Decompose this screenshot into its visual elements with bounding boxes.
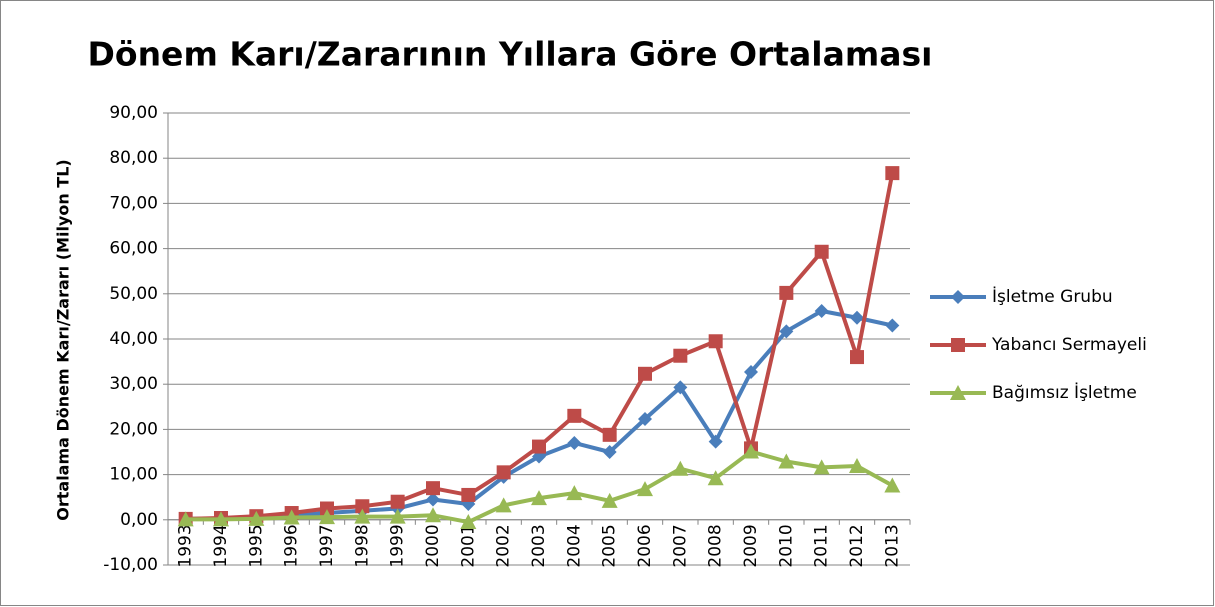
data-point (602, 427, 617, 442)
data-point (532, 439, 546, 454)
data-point (708, 334, 723, 349)
data-point (638, 412, 652, 427)
x-tick-label: 2008 (706, 524, 726, 567)
y-tick-label: 20,00 (109, 419, 158, 439)
data-point (319, 509, 335, 525)
data-point (248, 510, 265, 526)
data-point (850, 350, 864, 365)
data-point (425, 507, 441, 523)
data-point (390, 494, 405, 509)
data-point (566, 485, 583, 501)
y-tick-label: 90,00 (109, 103, 158, 123)
x-tick-label: 1994 (211, 524, 231, 567)
data-point (885, 318, 900, 333)
legend-marker (950, 385, 966, 400)
data-point (814, 244, 829, 259)
chart-title: Dönem Karı/Zararının Yıllara Göre Ortala… (88, 35, 933, 74)
data-point (850, 310, 864, 325)
y-tick-label: 0,00 (120, 510, 158, 530)
data-point (708, 434, 723, 449)
x-tick-label: 2009 (741, 524, 761, 567)
data-point (389, 508, 406, 524)
y-tick-label: 40,00 (109, 329, 158, 349)
x-tick-label: 2004 (564, 524, 584, 567)
x-tick-label: 1995 (246, 524, 266, 567)
data-point (672, 460, 689, 476)
data-point (601, 492, 618, 508)
data-point (778, 453, 795, 469)
data-point (496, 465, 511, 480)
data-point (814, 303, 829, 318)
data-point (638, 366, 652, 381)
x-tick-label: 2006 (635, 524, 655, 567)
data-point (426, 492, 440, 507)
data-point (354, 508, 371, 524)
x-tick-label: 2000 (423, 524, 443, 567)
x-tick-label: 2001 (458, 524, 478, 567)
y-axis-label: Ortalama Dönem Karı/Zararı (Milyon TL) (54, 159, 73, 520)
x-tick-label: 2011 (812, 524, 832, 567)
data-point (813, 459, 830, 475)
data-point (743, 443, 759, 459)
y-tick-label: 60,00 (109, 239, 158, 259)
data-point (283, 509, 300, 525)
data-point (602, 445, 617, 459)
data-point (673, 380, 688, 395)
x-tick-label: 1998 (352, 524, 372, 567)
x-tick-label: 2003 (529, 524, 549, 567)
x-tick-label: 1997 (317, 524, 337, 567)
data-point (779, 285, 794, 300)
y-tick-label: 70,00 (109, 193, 158, 213)
data-point (320, 501, 334, 516)
y-tick-label: -10,00 (103, 555, 158, 575)
data-point (495, 497, 512, 513)
legend-marker (951, 338, 965, 352)
data-point (426, 481, 440, 496)
data-point (567, 408, 582, 423)
y-tick-label: 80,00 (109, 148, 158, 168)
x-tick-label: 1996 (282, 524, 302, 567)
x-tick-label: 2007 (670, 524, 690, 567)
data-point (637, 481, 653, 497)
x-tick-label: 2013 (882, 524, 902, 567)
x-tick-label: 1993 (176, 524, 196, 567)
legend-label: İşletme Grubu (992, 286, 1113, 307)
x-tick-label: 2005 (600, 524, 620, 567)
data-point (177, 511, 194, 527)
x-tick-label: 2012 (847, 524, 867, 567)
data-point (355, 499, 370, 514)
data-point (531, 490, 547, 506)
data-point (213, 511, 229, 527)
y-tick-label: 10,00 (109, 465, 158, 485)
x-tick-label: 2002 (494, 524, 514, 567)
data-point (744, 364, 758, 379)
data-point (567, 435, 582, 450)
data-point (849, 458, 865, 474)
legend-label: Bağımsız İşletme (992, 382, 1137, 403)
x-tick-label: 2010 (776, 524, 796, 567)
data-point (673, 348, 688, 363)
data-point (779, 324, 794, 339)
x-tick-label: 1999 (388, 524, 408, 567)
y-tick-label: 50,00 (109, 284, 158, 304)
legend-marker (951, 290, 965, 304)
legend-label: Yabancı Sermayeli (991, 335, 1147, 355)
data-point (884, 477, 901, 493)
data-point (461, 487, 476, 502)
data-point (460, 514, 477, 530)
data-point (707, 470, 724, 486)
data-point (885, 166, 900, 181)
y-tick-label: 30,00 (109, 374, 158, 394)
